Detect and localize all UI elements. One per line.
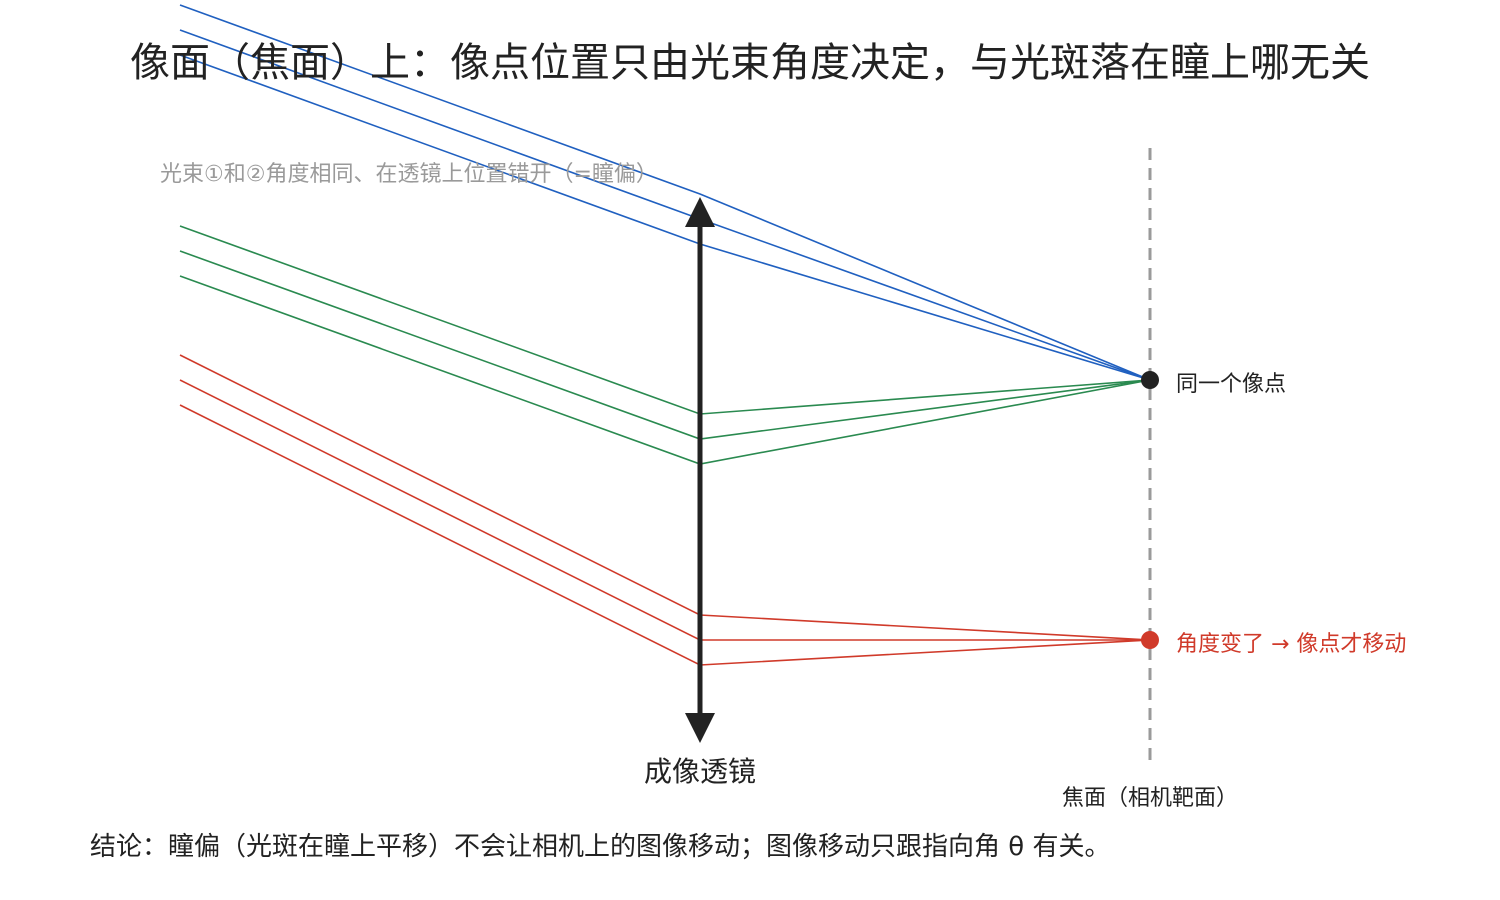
moved-point-label: 角度变了 → 像点才移动 [1176, 632, 1407, 657]
conclusion-text: 结论：瞳偏（光斑在瞳上平移）不会让相机上的图像移动；图像移动只跟指向角 θ 有关… [90, 832, 1111, 862]
ray [179, 354, 1151, 641]
same-image-point [1141, 371, 1159, 389]
ray [179, 379, 1150, 641]
moved-image-point [1141, 631, 1159, 649]
beam-note: 光束①和②角度相同、在透镜上位置错开（=瞳偏） [160, 162, 658, 187]
same-point-label: 同一个像点 [1176, 372, 1287, 397]
ray [179, 54, 1151, 381]
lens-label: 成像透镜 [643, 755, 756, 788]
ray [179, 404, 1151, 666]
ray [179, 4, 1151, 381]
diagram-title: 像面（焦面）上：像点位置只由光束角度决定，与光斑落在瞳上哪无关 [130, 40, 1370, 86]
focal-plane-label: 焦面（相机靶面） [1061, 786, 1238, 811]
